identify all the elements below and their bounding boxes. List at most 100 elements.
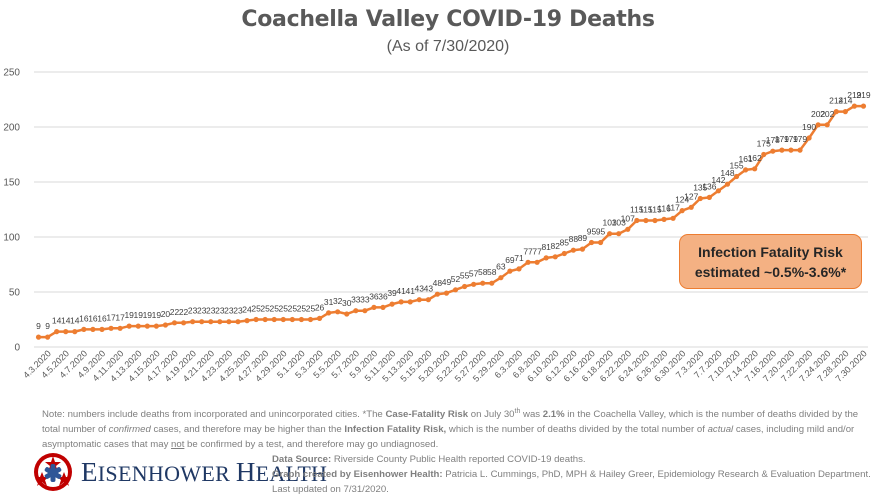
y-tick-label: 250 xyxy=(3,68,20,79)
y-tick-label: 50 xyxy=(9,288,21,299)
data-point xyxy=(480,280,486,286)
data-point xyxy=(235,319,241,325)
data-point xyxy=(389,301,395,307)
data-point xyxy=(634,217,640,224)
data-label: 58 xyxy=(478,267,488,277)
data-label: 88 xyxy=(569,234,579,244)
data-label: 127 xyxy=(684,191,698,201)
data-point xyxy=(597,239,604,246)
data-label: 25 xyxy=(260,304,270,314)
data-label: 103 xyxy=(603,218,617,228)
data-point xyxy=(842,109,848,115)
data-point xyxy=(715,188,722,194)
data-point xyxy=(371,304,377,310)
data-point xyxy=(552,254,558,260)
data-point xyxy=(824,122,830,128)
data-label: 202 xyxy=(820,109,834,119)
data-label: 25 xyxy=(279,304,289,314)
data-point xyxy=(326,310,332,316)
data-label: 17 xyxy=(115,312,125,322)
note-text: on July 30 xyxy=(468,409,515,421)
data-label: 41 xyxy=(405,286,415,296)
data-point xyxy=(353,308,359,314)
data-point xyxy=(752,166,758,172)
data-label: 25 xyxy=(288,304,298,314)
data-label: 19 xyxy=(152,310,162,320)
data-label: 48 xyxy=(433,278,443,288)
data-label: 135 xyxy=(693,183,707,193)
data-label: 43 xyxy=(415,284,425,294)
data-label: 33 xyxy=(351,295,361,305)
data-label: 16 xyxy=(79,313,89,323)
data-point xyxy=(588,239,595,246)
data-point xyxy=(815,122,821,128)
data-label: 23 xyxy=(233,306,243,316)
data-point xyxy=(316,315,323,321)
data-point xyxy=(806,135,812,141)
data-label: 16 xyxy=(88,313,98,323)
data-point xyxy=(489,280,495,286)
data-label: 25 xyxy=(306,304,316,314)
data-label: 14 xyxy=(70,316,80,326)
data-label: 202 xyxy=(811,109,825,119)
note-italic: actual xyxy=(707,424,734,436)
data-label: 63 xyxy=(496,262,506,272)
data-point xyxy=(570,247,576,253)
data-point xyxy=(425,297,431,303)
data-point xyxy=(443,290,450,296)
data-point xyxy=(797,147,803,153)
data-label: 89 xyxy=(578,233,588,243)
data-label: 32 xyxy=(333,296,343,306)
data-point xyxy=(724,181,731,187)
data-point xyxy=(652,217,658,224)
data-label: 25 xyxy=(269,304,279,314)
data-label: 9 xyxy=(36,321,41,331)
data-point xyxy=(171,320,178,326)
data-label: 116 xyxy=(657,203,671,213)
data-label: 161 xyxy=(739,154,753,164)
data-point xyxy=(180,320,187,326)
data-point xyxy=(271,316,277,323)
note-text: be confirmed by a test, and therefore ma… xyxy=(184,439,439,451)
data-label: 175 xyxy=(757,139,771,149)
data-point xyxy=(516,266,522,272)
data-label: 81 xyxy=(541,242,551,252)
data-point xyxy=(434,291,441,297)
ifr-callout-box: Infection Fatality Risk estimated ~0.5%-… xyxy=(679,234,862,289)
note-italic: confirmed xyxy=(108,424,151,436)
data-point xyxy=(280,316,286,323)
data-point xyxy=(779,147,785,153)
note-text: cases, including mild and/or asymptomati… xyxy=(42,424,855,451)
data-label: 124 xyxy=(675,195,689,205)
y-tick-label: 0 xyxy=(14,343,20,354)
source-text: Riverside County Public Health reported … xyxy=(331,454,586,465)
data-point xyxy=(416,297,422,303)
logo-word: ISENHOWER xyxy=(97,460,231,486)
data-point xyxy=(344,311,350,317)
data-label: 95 xyxy=(587,227,597,237)
data-point xyxy=(208,319,214,325)
data-point xyxy=(688,204,694,210)
y-tick-label: 100 xyxy=(3,233,20,244)
data-point xyxy=(507,268,513,274)
data-point xyxy=(217,319,223,325)
data-point xyxy=(452,287,459,293)
series-markers xyxy=(35,103,867,340)
data-point xyxy=(117,325,123,331)
note-superscript: th xyxy=(514,408,521,415)
data-point xyxy=(44,334,51,340)
data-label: 179 xyxy=(775,134,789,144)
data-point xyxy=(253,316,259,323)
chart-subtitle: (As of 7/30/2020) xyxy=(386,38,510,55)
data-point xyxy=(362,308,368,314)
data-point xyxy=(135,323,141,329)
data-point xyxy=(543,255,549,261)
data-label: 115 xyxy=(630,205,644,215)
data-point xyxy=(99,326,105,332)
data-point xyxy=(625,226,631,232)
data-point xyxy=(54,329,60,335)
data-label: 178 xyxy=(766,135,780,145)
credits-text: Patricia L. Cummings, PhD, MPH & Hailey … xyxy=(272,469,871,495)
data-label: 23 xyxy=(206,306,216,316)
note-text: Note: numbers include deaths from incorp… xyxy=(42,409,386,421)
